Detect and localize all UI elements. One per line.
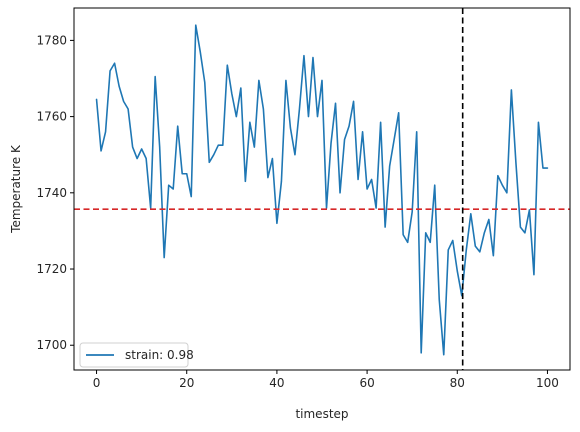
y-axis: 1700 1720 1740 1760 1780 xyxy=(36,33,74,352)
y-tick-label: 1720 xyxy=(36,262,67,276)
y-axis-label: Temperature K xyxy=(9,144,23,234)
y-tick-label: 1700 xyxy=(36,338,67,352)
x-tick-label: 80 xyxy=(450,376,465,390)
plot-frame xyxy=(73,7,571,371)
legend-box xyxy=(79,342,189,368)
legend-label: strain: 0.98 xyxy=(125,348,194,362)
y-tick-label: 1740 xyxy=(36,186,67,200)
legend: strain: 0.98 xyxy=(79,342,194,368)
x-axis-label: timestep xyxy=(295,407,348,421)
x-tick-label: 60 xyxy=(359,376,374,390)
y-tick-label: 1760 xyxy=(36,110,67,124)
x-tick-label: 100 xyxy=(536,376,559,390)
x-tick-label: 0 xyxy=(93,376,101,390)
plot-content xyxy=(95,24,549,356)
y-tick-label: 1780 xyxy=(36,33,67,47)
x-tick-label: 40 xyxy=(269,376,284,390)
x-axis: 0 20 40 60 80 100 xyxy=(93,370,559,390)
reference-lines xyxy=(74,8,570,370)
series-line-0 xyxy=(95,24,549,356)
x-tick-label: 20 xyxy=(179,376,194,390)
